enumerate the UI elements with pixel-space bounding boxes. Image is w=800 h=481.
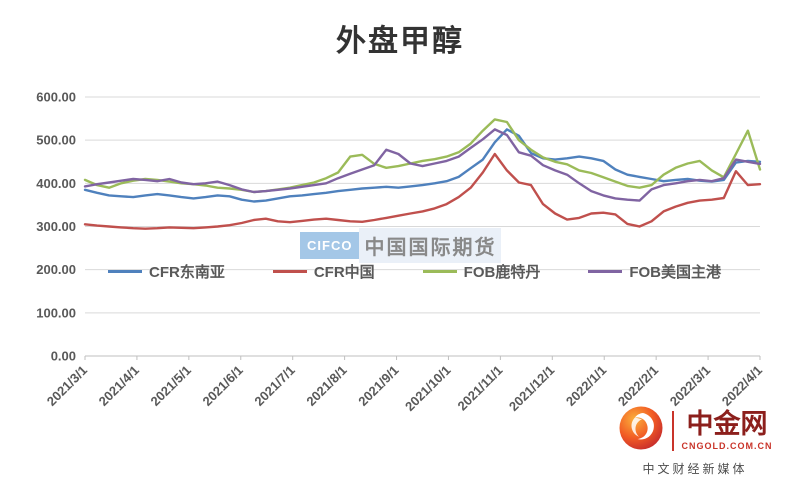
svg-text:2022/1/1: 2022/1/1 [563,363,609,409]
svg-text:2021/6/1: 2021/6/1 [199,363,245,409]
svg-text:2021/10/1: 2021/10/1 [402,363,454,415]
svg-text:300.00: 300.00 [36,219,76,234]
svg-text:400.00: 400.00 [36,176,76,191]
legend-item: FOB美国主港 [588,261,721,282]
svg-text:2021/12/1: 2021/12/1 [506,363,558,415]
svg-text:2021/8/1: 2021/8/1 [303,363,349,409]
chart-legend: CFR东南亚 CFR中国 FOB鹿特丹 FOB美国主港 [108,261,721,282]
svg-text:2022/3/1: 2022/3/1 [667,363,713,409]
svg-text:2021/4/1: 2021/4/1 [96,363,142,409]
legend-item: FOB鹿特丹 [422,261,541,282]
svg-text:2022/4/1: 2022/4/1 [719,363,765,409]
cngold-logo-icon [618,405,664,456]
svg-text:2021/9/1: 2021/9/1 [355,363,401,409]
logo-domain: CNGOLD.COM.CN [681,440,773,451]
legend-swatch [422,270,457,273]
chart-title: 外盘甲醇 [336,25,464,58]
watermark-text: 中国国际期货 [359,228,502,263]
svg-text:2021/5/1: 2021/5/1 [148,363,194,409]
svg-text:200.00: 200.00 [36,262,76,277]
legend-label: CFR中国 [313,264,375,281]
svg-text:600.00: 600.00 [36,90,76,105]
svg-text:2021/3/1: 2021/3/1 [44,363,90,409]
legend-item: CFR东南亚 [108,261,225,282]
cngold-logo: 中金网 CNGOLD.COM.CN 中文财经新媒体 [602,405,788,477]
logo-name: 中金网 [686,408,768,439]
logo-divider [671,410,674,451]
legend-label: CFR东南亚 [149,264,225,281]
legend-swatch [108,270,142,273]
legend-swatch [272,270,307,273]
legend-swatch [588,270,623,273]
legend-label: FOB美国主港 [629,264,721,281]
svg-text:2022/2/1: 2022/2/1 [615,363,661,409]
legend-item: CFR中国 [272,261,375,282]
watermark-cifco-badge: CIFCO [300,232,360,259]
svg-text:100.00: 100.00 [36,305,76,320]
watermark: CIFCO 中国国际期货 [300,228,502,263]
svg-text:500.00: 500.00 [36,133,76,148]
svg-text:2021/7/1: 2021/7/1 [251,363,297,409]
svg-text:0.00: 0.00 [51,349,76,364]
svg-text:2021/11/1: 2021/11/1 [455,363,506,414]
logo-tagline: 中文财经新媒体 [642,462,748,476]
legend-label: FOB鹿特丹 [463,264,541,281]
